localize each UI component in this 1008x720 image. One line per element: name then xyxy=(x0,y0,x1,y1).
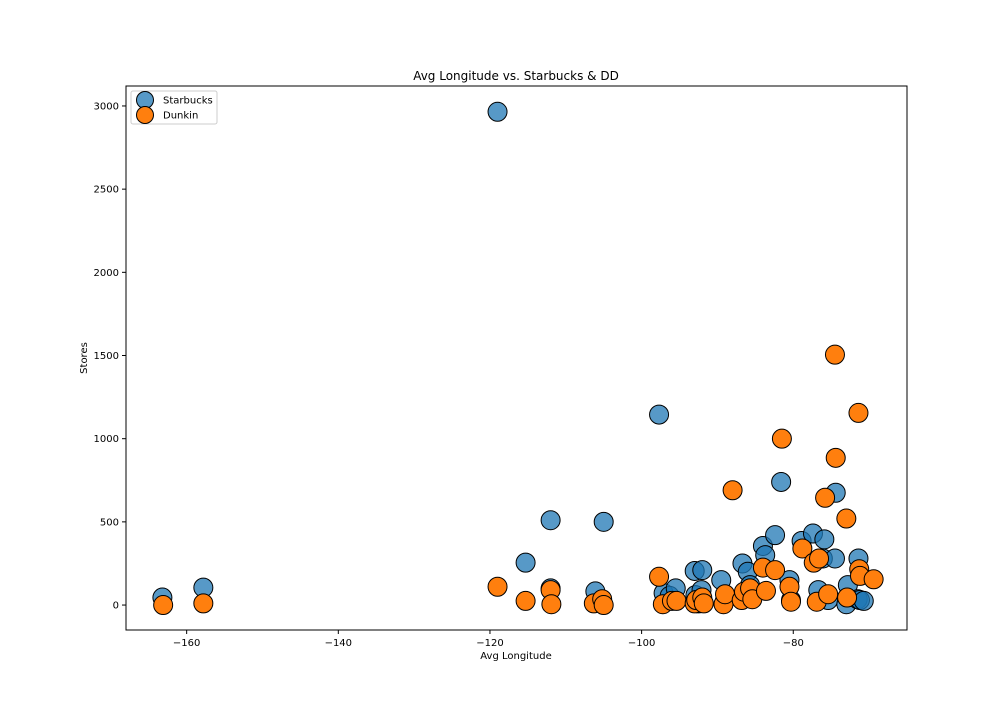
starbucks-point xyxy=(515,552,536,573)
x-tick-label: −120 xyxy=(476,638,503,649)
starbucks-point xyxy=(540,510,561,531)
x-tick-label: −140 xyxy=(325,638,352,649)
dunkin-point xyxy=(193,593,214,614)
dunkin-point xyxy=(780,591,801,612)
y-tick-label: 0 xyxy=(113,601,119,612)
dunkin-point xyxy=(863,569,884,590)
y-tick-label: 2500 xyxy=(94,185,119,196)
dunkin-point xyxy=(666,590,687,611)
series-dunkin xyxy=(153,344,884,616)
dunkin-point xyxy=(541,594,562,615)
legend: Starbucks Dunkin xyxy=(130,90,218,125)
legend-marker-dunkin xyxy=(136,106,154,124)
dunkin-point xyxy=(593,595,614,616)
starbucks-point xyxy=(487,101,508,122)
y-axis: 0 500 1000 1500 2000 2500 3000 xyxy=(94,101,126,612)
x-axis-label: Avg Longitude xyxy=(480,651,551,662)
x-tick-label: −80 xyxy=(783,638,804,649)
x-tick-label: −100 xyxy=(628,638,655,649)
dunkin-point xyxy=(755,580,776,601)
plot-area xyxy=(125,85,908,631)
starbucks-point xyxy=(765,525,786,546)
legend-label-dunkin: Dunkin xyxy=(163,111,198,122)
starbucks-point xyxy=(649,404,670,425)
dunkin-point xyxy=(848,402,869,423)
dunkin-point xyxy=(693,593,714,614)
dunkin-point xyxy=(815,487,836,508)
y-tick-label: 2000 xyxy=(94,268,119,279)
dunkin-point xyxy=(649,566,670,587)
dunkin-point xyxy=(837,587,858,608)
x-axis: −160 −140 −120 −100 −80 xyxy=(173,630,804,649)
dunkin-point xyxy=(836,508,857,529)
y-tick-label: 1500 xyxy=(94,351,119,362)
chart-title: Avg Longitude vs. Starbucks & DD xyxy=(413,69,619,83)
starbucks-point xyxy=(853,590,874,611)
dunkin-point xyxy=(792,538,813,559)
y-axis-label: Stores xyxy=(79,342,90,374)
starbucks-point xyxy=(593,511,614,532)
series-starbucks xyxy=(152,101,874,615)
dunkin-point xyxy=(487,576,508,597)
legend-marker-starbucks xyxy=(136,91,154,109)
starbucks-point xyxy=(814,529,835,550)
dunkin-point xyxy=(153,595,174,616)
dunkin-point xyxy=(715,584,736,605)
y-tick-label: 500 xyxy=(100,517,119,528)
dunkin-point xyxy=(765,560,786,581)
dunkin-point xyxy=(824,344,845,365)
dunkin-point xyxy=(809,548,830,569)
dunkin-point xyxy=(515,590,536,611)
x-tick-label: −160 xyxy=(173,638,200,649)
data-points xyxy=(152,101,884,616)
y-tick-label: 3000 xyxy=(94,101,119,112)
y-tick-label: 1000 xyxy=(94,434,119,445)
legend-label-starbucks: Starbucks xyxy=(163,96,213,107)
dunkin-point xyxy=(825,447,846,468)
dunkin-point xyxy=(771,428,792,449)
dunkin-point xyxy=(818,584,839,605)
starbucks-point xyxy=(771,471,792,492)
dunkin-point xyxy=(722,480,743,501)
starbucks-point xyxy=(692,560,713,581)
